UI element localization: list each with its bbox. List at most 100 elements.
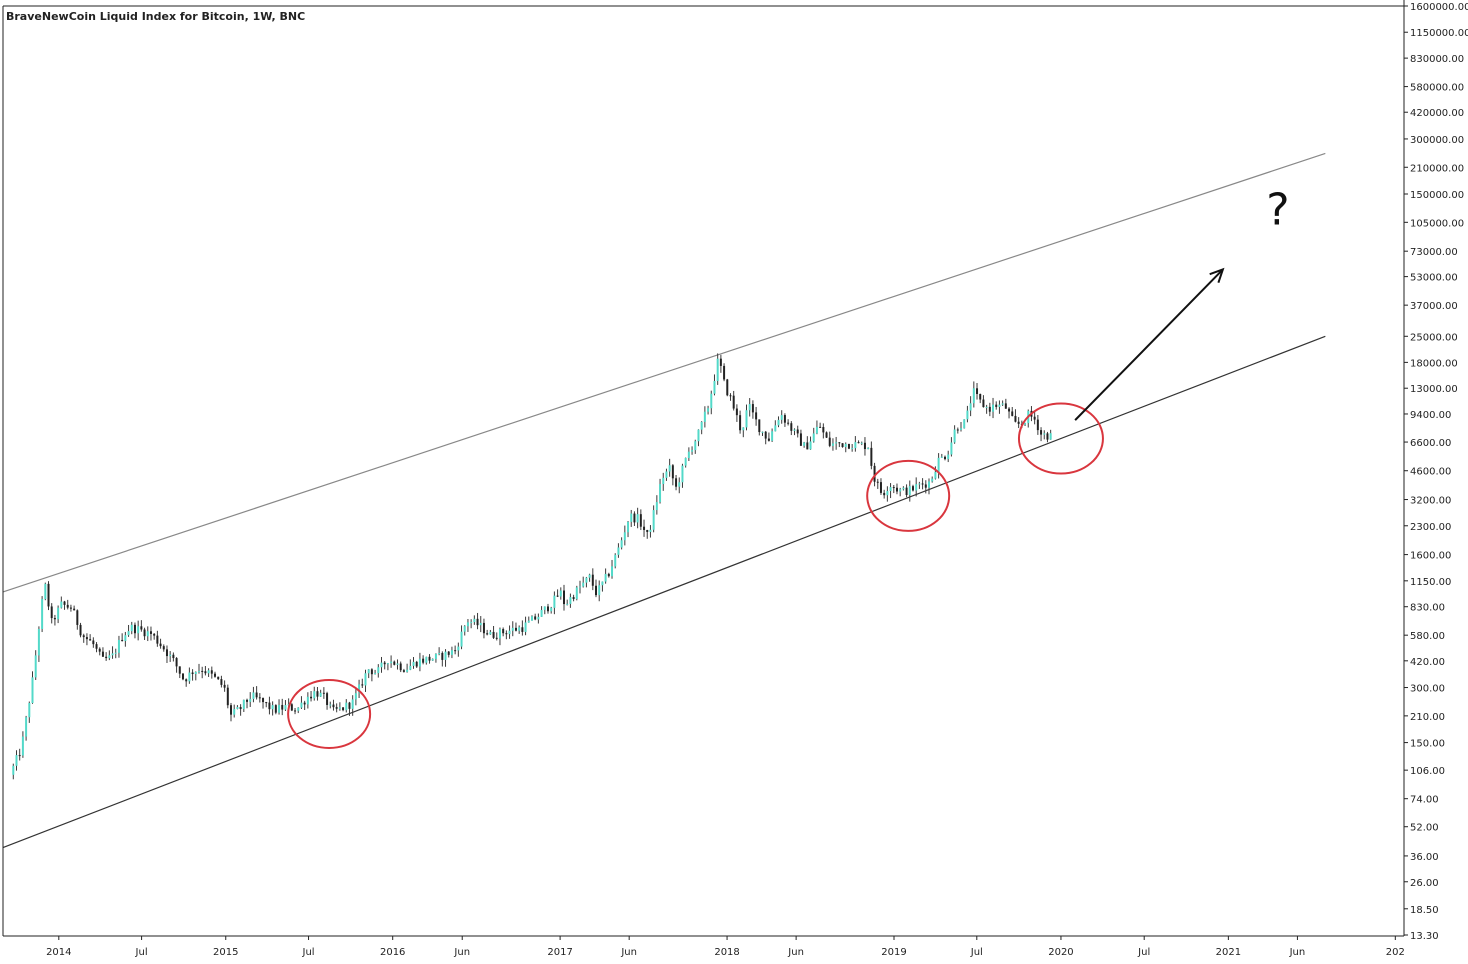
candle-up [1001,403,1004,405]
candle-up [998,404,1001,407]
candle-down [82,635,85,638]
candle-down [98,648,101,652]
candle-up [665,471,668,478]
candle-down [85,637,88,640]
candle-down [105,656,108,659]
candle-down [758,419,761,433]
candle-down [732,395,735,409]
candle-up [540,609,543,617]
candle-up [450,650,453,655]
candle-down [348,702,351,709]
candle-down [18,755,21,757]
candle-up [604,573,607,582]
candle-down [246,699,249,702]
annotations: ? [287,184,1290,749]
candle-up [899,489,902,492]
y-tick-label: 52.00 [1410,823,1439,834]
candle-up [524,622,527,632]
candle-down [201,670,204,672]
candle-down [165,649,168,657]
candle-up [518,627,521,631]
candle-down [729,395,732,397]
candle-down [92,640,95,645]
candle-up [146,631,149,637]
candle-up [854,442,857,449]
x-tick-label: Jul [970,947,983,958]
candle-up [511,627,514,631]
candle-down [172,654,175,659]
x-tick-label: 2014 [46,947,71,958]
y-tick-label: 420000.00 [1410,108,1464,119]
candle-down [175,658,178,667]
y-tick-label: 210000.00 [1410,163,1464,174]
candle-down [876,481,879,483]
candle-down [863,442,866,450]
candle-up [130,624,133,632]
candle-down [262,698,265,703]
candle-down [1036,419,1039,431]
candle-up [358,684,361,694]
candle-down [76,610,79,625]
candle-up [313,691,316,699]
candle-up [748,404,751,411]
candle-up [117,639,120,653]
y-tick-label: 300000.00 [1410,135,1464,146]
candlestick-series [12,353,1052,780]
candle-down [101,651,104,657]
candle-down [546,606,549,612]
candle-down [281,704,284,710]
candle-up [915,484,918,491]
candle-down [735,408,738,416]
candle-up [297,707,300,711]
candle-down [502,629,505,634]
y-tick-label: 37000.00 [1410,301,1458,312]
candle-down [726,379,729,396]
candle-up [742,427,745,431]
candle-up [617,547,620,555]
candle-up [889,487,892,492]
candle-down [454,650,457,652]
candle-up [31,677,34,704]
x-tick-label: 2021 [1216,947,1241,958]
candle-up [25,717,28,737]
candle-up [678,482,681,487]
candle-up [537,616,540,620]
candle-up [367,669,370,674]
candle-up [396,663,399,665]
candle-down [796,429,799,434]
support-touch-circle [287,678,372,749]
candle-up [668,465,671,472]
candle-down [1008,408,1011,412]
candle-up [553,595,556,608]
candle-down [719,358,722,366]
candle-down [921,483,924,485]
y-tick-label: 580.00 [1410,631,1445,642]
candle-down [879,482,882,493]
candle-up [623,532,626,541]
y-tick-label: 9400.00 [1410,410,1451,421]
candle-up [527,620,530,623]
y-tick-label: 18.50 [1410,905,1439,916]
candle-down [924,484,927,488]
candle-down [335,707,338,709]
candle-up [700,421,703,430]
candle-up [684,457,687,466]
candle-up [377,667,380,674]
candle-up [60,601,63,608]
candle-down [514,627,517,631]
candle-down [495,637,498,639]
lower-channel-line [2,335,1326,849]
candle-down [607,573,610,577]
candle-up [566,603,569,605]
support-touch-circle [1017,402,1104,475]
y-tick-label: 36.00 [1410,852,1439,863]
candle-up [710,393,713,409]
y-tick-label: 13.30 [1410,931,1439,942]
y-tick-label: 73000.00 [1410,247,1458,258]
candle-up [111,653,114,656]
y-tick-label: 26.00 [1410,878,1439,889]
candle-down [976,388,979,394]
candle-up [409,665,412,670]
candle-down [290,704,293,711]
